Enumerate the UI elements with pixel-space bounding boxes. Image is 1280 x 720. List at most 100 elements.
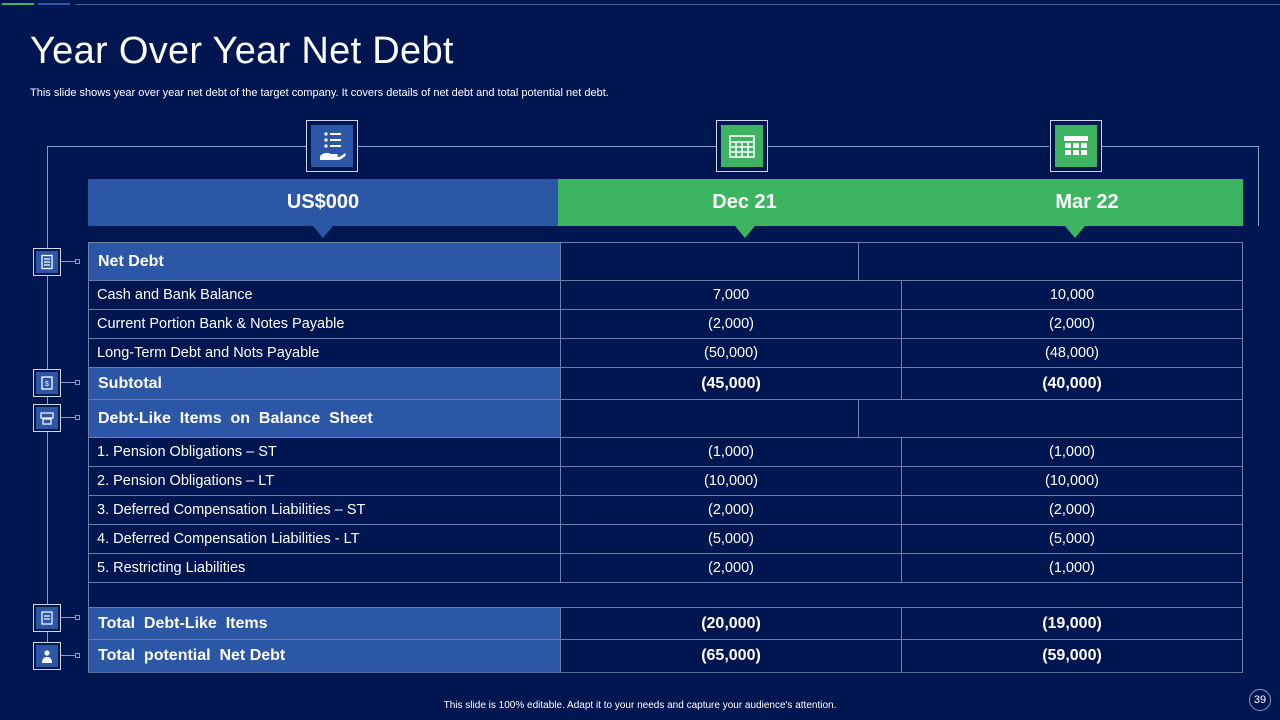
page-number: 39 bbox=[1249, 689, 1271, 711]
list-hand-icon bbox=[311, 125, 353, 167]
top-rule bbox=[76, 4, 1280, 5]
accent-line-blue bbox=[38, 3, 70, 5]
table-row: 3. Deferred Compensation Liabilities – S… bbox=[89, 496, 1242, 525]
table-row: 5. Restricting Liabilities (2,000) (1,00… bbox=[89, 554, 1242, 583]
header-icon-box-usd bbox=[306, 120, 358, 172]
table-row-total-net-debt: Total potential Net Debt (65,000) (59,00… bbox=[89, 640, 1242, 672]
side-icon-total-debt-like bbox=[33, 604, 61, 632]
calendar-icon bbox=[1055, 125, 1097, 167]
row-label: Net Debt bbox=[89, 243, 561, 280]
side-icon-dot bbox=[75, 259, 80, 264]
row-value-dec: (1,000) bbox=[561, 438, 902, 466]
column-header-usd: US$000 bbox=[88, 179, 558, 226]
column-header-mar: Mar 22 bbox=[1055, 191, 1119, 213]
side-icon-debt-like bbox=[33, 404, 61, 432]
row-value-dec bbox=[561, 583, 902, 607]
side-connector bbox=[61, 617, 75, 618]
header-pointer-dec bbox=[735, 226, 755, 238]
table-row-section: Net Debt bbox=[89, 243, 1242, 281]
row-value-dec: (50,000) bbox=[561, 339, 902, 367]
net-debt-table: Net Debt Cash and Bank Balance 7,000 10,… bbox=[88, 242, 1243, 673]
document-icon bbox=[36, 607, 58, 629]
row-label: 2. Pension Obligations – LT bbox=[89, 467, 561, 495]
row-value-dec: (2,000) bbox=[561, 310, 902, 338]
row-label: Subtotal bbox=[89, 368, 561, 399]
row-value-mar bbox=[859, 243, 1242, 280]
row-label: 4. Deferred Compensation Liabilities - L… bbox=[89, 525, 561, 553]
row-value-mar bbox=[859, 400, 1242, 437]
row-label: Long-Term Debt and Nots Payable bbox=[89, 339, 561, 367]
table-row: 2. Pension Obligations – LT (10,000) (10… bbox=[89, 467, 1242, 496]
slide-title: Year Over Year Net Debt bbox=[30, 30, 454, 72]
side-connector bbox=[61, 261, 75, 262]
connector-right-vertical bbox=[1258, 146, 1259, 226]
row-value-dec: (10,000) bbox=[561, 467, 902, 495]
table-row: 1. Pension Obligations – ST (1,000) (1,0… bbox=[89, 438, 1242, 467]
slide-subtitle: This slide shows year over year net debt… bbox=[30, 87, 609, 99]
row-label bbox=[89, 583, 561, 607]
row-label: Total potential Net Debt bbox=[89, 640, 561, 672]
header-pointer-mar bbox=[1065, 226, 1085, 238]
row-value-dec: 7,000 bbox=[561, 281, 902, 309]
row-value-mar: (40,000) bbox=[1042, 374, 1102, 392]
side-icon-dot bbox=[75, 415, 80, 420]
row-value-mar: (1,000) bbox=[1049, 560, 1095, 576]
row-value-dec: (2,000) bbox=[561, 496, 902, 524]
side-connector bbox=[61, 655, 75, 656]
row-value-mar: (48,000) bbox=[1044, 345, 1099, 361]
row-value-mar: (2,000) bbox=[1049, 502, 1095, 518]
row-value-dec: (5,000) bbox=[561, 525, 902, 553]
table-row-subtotal: Subtotal (45,000) (40,000) bbox=[89, 368, 1242, 400]
row-value-dec: (20,000) bbox=[561, 608, 902, 639]
row-value-mar: (10,000) bbox=[1044, 473, 1099, 489]
table-row-section: Debt-Like Items on Balance Sheet bbox=[89, 400, 1242, 438]
slide-footer: This slide is 100% editable. Adapt it to… bbox=[443, 700, 837, 711]
row-value-mar: 10,000 bbox=[1049, 287, 1095, 303]
row-label: Current Portion Bank & Notes Payable bbox=[89, 310, 561, 338]
person-money-icon bbox=[36, 645, 58, 667]
side-icon-dot bbox=[75, 380, 80, 385]
side-connector bbox=[61, 382, 75, 383]
row-value-mar: (19,000) bbox=[1042, 614, 1102, 632]
calendar-icon bbox=[721, 125, 763, 167]
table-row: Current Portion Bank & Notes Payable (2,… bbox=[89, 310, 1242, 339]
row-value-mar: (1,000) bbox=[1049, 444, 1095, 460]
side-icon-total-net-debt bbox=[33, 642, 61, 670]
row-label: Cash and Bank Balance bbox=[89, 281, 561, 309]
row-value-mar: (2,000) bbox=[1049, 316, 1095, 332]
row-value-mar: (5,000) bbox=[1049, 531, 1095, 547]
row-value-mar bbox=[902, 583, 1242, 607]
side-connector bbox=[61, 417, 75, 418]
side-icon-dot bbox=[75, 615, 80, 620]
connector-top-mid2 bbox=[768, 146, 1049, 147]
row-label: 3. Deferred Compensation Liabilities – S… bbox=[89, 496, 561, 524]
header-pointer-usd bbox=[313, 226, 333, 238]
side-icon-net-debt bbox=[33, 248, 61, 276]
column-header-band bbox=[558, 179, 1243, 226]
accent-line-green bbox=[2, 3, 34, 5]
money-icon: $ bbox=[36, 372, 58, 394]
side-icon-subtotal: $ bbox=[33, 369, 61, 397]
calculator-icon bbox=[36, 251, 58, 273]
header-icon-box-dec bbox=[716, 120, 768, 172]
balance-sheet-icon bbox=[36, 407, 58, 429]
row-label: Total Debt-Like Items bbox=[89, 608, 561, 639]
row-label: 5. Restricting Liabilities bbox=[89, 554, 561, 582]
connector-top-mid bbox=[358, 146, 716, 147]
connector-top bbox=[47, 146, 306, 147]
table-row-spacer bbox=[89, 583, 1242, 608]
row-value-mar: (59,000) bbox=[1042, 647, 1102, 664]
row-value-dec bbox=[561, 243, 859, 280]
column-header-dec: Dec 21 bbox=[712, 191, 777, 213]
table-row: Cash and Bank Balance 7,000 10,000 bbox=[89, 281, 1242, 310]
row-label: 1. Pension Obligations – ST bbox=[89, 438, 561, 466]
row-value-dec: (2,000) bbox=[561, 554, 902, 582]
row-value-dec bbox=[561, 400, 859, 437]
side-icon-dot bbox=[75, 653, 80, 658]
connector-top-right bbox=[1102, 146, 1259, 147]
row-value-dec: (65,000) bbox=[561, 640, 902, 672]
table-row: 4. Deferred Compensation Liabilities - L… bbox=[89, 525, 1242, 554]
svg-text:$: $ bbox=[45, 381, 49, 388]
table-row-total-debt-like: Total Debt-Like Items (20,000) (19,000) bbox=[89, 608, 1242, 640]
table-row: Long-Term Debt and Nots Payable (50,000)… bbox=[89, 339, 1242, 368]
